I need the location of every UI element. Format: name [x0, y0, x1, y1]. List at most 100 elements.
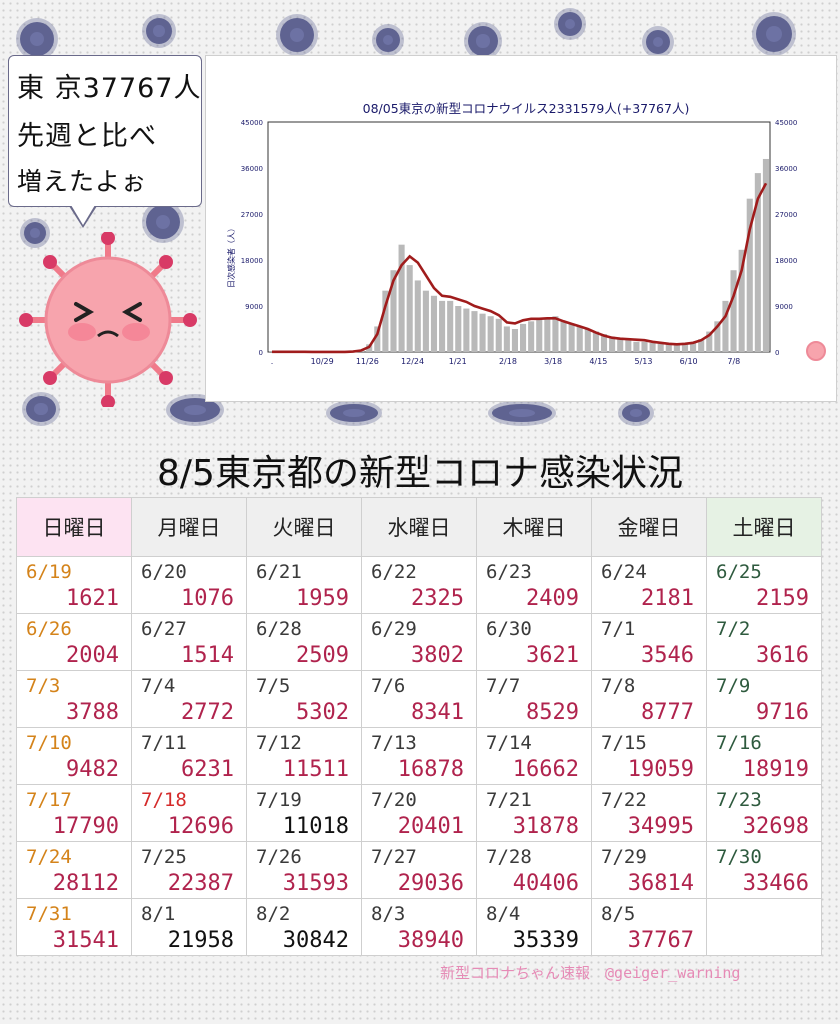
daily-case-bar — [698, 339, 705, 352]
weekday-header-row: 日曜日 月曜日 火曜日 水曜日 木曜日 金曜日 土曜日 — [16, 497, 822, 557]
cell-date: 7/15 — [601, 732, 647, 754]
bubble-line-2: 先週と比べ — [17, 121, 157, 152]
y-tick-label: 36000 — [775, 165, 797, 173]
cell-date: 6/28 — [256, 618, 302, 640]
x-tick-label: 11/26 — [356, 357, 379, 366]
cell-date: 6/20 — [141, 561, 187, 583]
cell-case-count: 1514 — [181, 643, 234, 668]
cell-date: 7/20 — [371, 789, 417, 811]
table-row: 7/3 3788 7/4 2772 7/5 5302 7/6 8341 7/7 8529 7/8 87… — [16, 670, 822, 728]
virus-decoration-icon — [376, 28, 400, 52]
daily-case-bar — [552, 316, 559, 352]
cell-case-count: 38940 — [397, 928, 464, 953]
cell-case-count: 3546 — [641, 643, 694, 668]
daily-case-bar — [584, 329, 591, 352]
cell-case-count: 19059 — [627, 757, 694, 782]
virus-decoration-icon — [330, 404, 378, 422]
daily-case-bar — [382, 290, 389, 352]
table-cell: 7/9 9716 — [706, 670, 822, 728]
virus-decoration-icon — [24, 222, 46, 244]
table-cell: 7/20 20401 — [361, 784, 477, 842]
table-cell: 8/4 35339 — [476, 898, 592, 956]
cell-date: 7/18 — [141, 789, 187, 811]
cell-case-count: 37767 — [627, 928, 694, 953]
daily-case-bar — [560, 321, 567, 352]
cell-case-count: 40406 — [512, 871, 579, 896]
cell-date: 8/3 — [371, 903, 406, 925]
cell-date: 7/24 — [26, 846, 72, 868]
bubble-line-3: 増えたよぉ — [17, 167, 148, 196]
table-cell: 7/13 16878 — [361, 727, 477, 785]
cell-date: 7/13 — [371, 732, 417, 754]
cell-case-count: 9716 — [756, 700, 809, 725]
plot-area — [267, 121, 771, 353]
cell-case-count: 17790 — [52, 814, 119, 839]
y-tick-label: 45000 — [775, 119, 797, 127]
table-row: 7/31 31541 8/1 21958 8/2 30842 8/3 38940 8/4 3533… — [16, 898, 822, 956]
daily-case-bar — [422, 290, 429, 352]
cell-case-count: 36814 — [627, 871, 694, 896]
bubble-tail-fill — [71, 205, 95, 225]
weekday-header: 日曜日 — [16, 497, 132, 557]
virus-decoration-icon — [622, 404, 650, 422]
cell-date: 6/30 — [486, 618, 532, 640]
cell-date: 6/24 — [601, 561, 647, 583]
y-tick-label: 27000 — [775, 211, 797, 219]
table-cell: 8/2 30842 — [246, 898, 362, 956]
y-tick-label: 9000 — [775, 303, 793, 311]
cell-date: 7/27 — [371, 846, 417, 868]
daily-case-bar — [673, 344, 680, 352]
cell-date: 7/19 — [256, 789, 302, 811]
daily-case-bar — [439, 300, 446, 352]
daily-case-bar — [625, 339, 632, 352]
table-cell: 7/22 34995 — [591, 784, 707, 842]
cell-case-count: 33466 — [742, 871, 809, 896]
cell-date: 7/22 — [601, 789, 647, 811]
table-cell: 7/5 5302 — [246, 670, 362, 728]
table-cell: 7/19 11018 — [246, 784, 362, 842]
cell-date: 7/14 — [486, 732, 532, 754]
table-cell: 6/28 2509 — [246, 613, 362, 671]
cell-case-count: 8529 — [526, 700, 579, 725]
x-tick-label: 6/10 — [680, 357, 698, 366]
cell-date: 7/8 — [601, 675, 636, 697]
table-cell: 7/17 17790 — [16, 784, 132, 842]
daily-case-bar — [649, 342, 656, 352]
daily-case-bar — [641, 341, 648, 352]
cell-date: 7/25 — [141, 846, 187, 868]
daily-case-bar — [520, 323, 527, 352]
cell-date: 7/28 — [486, 846, 532, 868]
cell-date: 7/17 — [26, 789, 72, 811]
cell-date: 6/19 — [26, 561, 72, 583]
cell-date: 6/29 — [371, 618, 417, 640]
cell-date: 7/9 — [716, 675, 751, 697]
cell-case-count: 20401 — [397, 814, 464, 839]
virus-decoration-icon — [26, 396, 56, 422]
y-tick-label: 9000 — [245, 303, 263, 311]
cell-case-count: 11018 — [282, 814, 349, 839]
cell-date: 7/30 — [716, 846, 762, 868]
cell-date: 7/10 — [26, 732, 72, 754]
table-cell: 6/22 2325 — [361, 556, 477, 614]
x-tick-label: 3/18 — [544, 357, 562, 366]
daily-case-bar — [487, 316, 494, 352]
table-cell: 7/25 22387 — [131, 841, 247, 899]
table-cell: 7/23 32698 — [706, 784, 822, 842]
daily-case-bar — [609, 336, 616, 352]
virus-decoration-icon — [280, 18, 314, 52]
cell-date: 6/25 — [716, 561, 762, 583]
y-tick-label: 27000 — [241, 211, 263, 219]
daily-case-bar — [414, 280, 421, 352]
cell-case-count: 31541 — [52, 928, 119, 953]
cell-date: 7/23 — [716, 789, 762, 811]
virus-decoration-icon — [20, 22, 54, 56]
daily-case-bar — [714, 321, 721, 352]
page-title: 8/5東京都の新型コロナ感染状況 — [157, 453, 683, 494]
table-cell: 7/14 16662 — [476, 727, 592, 785]
cell-date: 7/26 — [256, 846, 302, 868]
daily-case-bar — [681, 344, 689, 352]
cell-date: 8/2 — [256, 903, 291, 925]
table-cell: 7/10 9482 — [16, 727, 132, 785]
table-cell: 7/1 3546 — [591, 613, 707, 671]
virus-decoration-icon — [468, 26, 498, 56]
